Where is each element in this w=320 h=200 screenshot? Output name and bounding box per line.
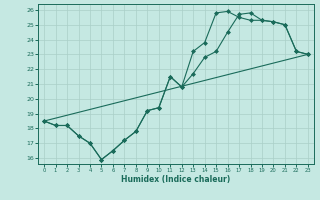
X-axis label: Humidex (Indice chaleur): Humidex (Indice chaleur)	[121, 175, 231, 184]
